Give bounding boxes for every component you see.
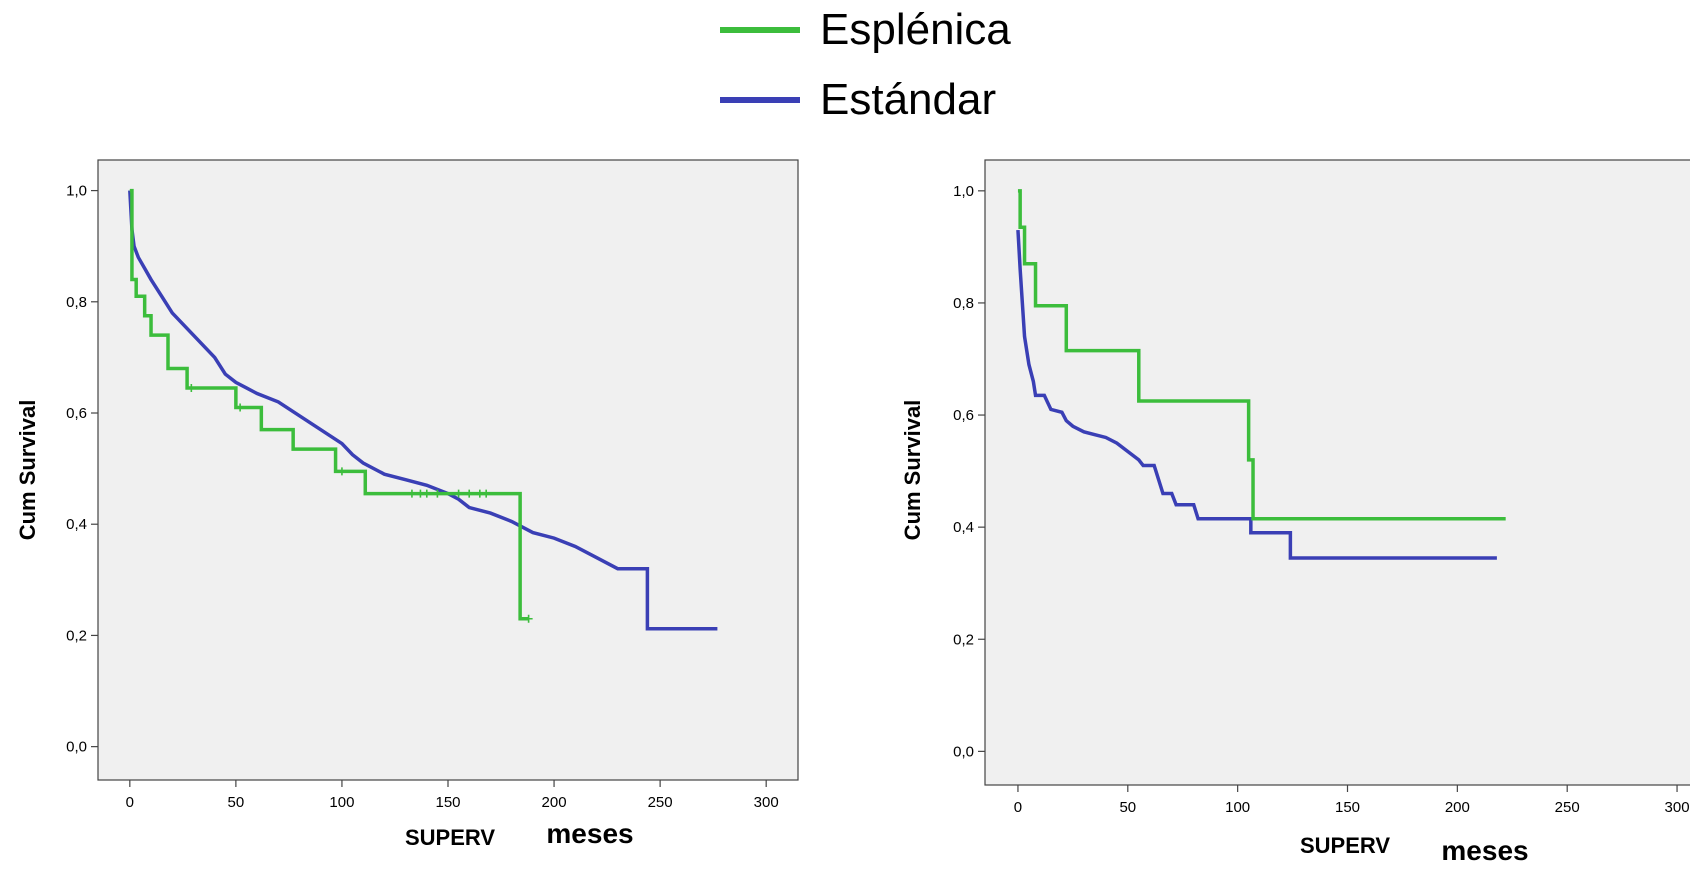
series-line-esplnica <box>129 188 529 621</box>
x-tick-label: 250 <box>1555 799 1580 816</box>
series-line-estndar <box>1016 229 1497 560</box>
y-tick-label: 0,0 <box>66 739 87 756</box>
x-tick-label: 0 <box>1014 799 1022 816</box>
censor-mark <box>187 383 196 392</box>
censor-mark <box>422 489 431 498</box>
y-tick-label: 0,4 <box>66 516 87 533</box>
y-tick-label: 1,0 <box>66 183 87 200</box>
censor-mark <box>465 489 474 498</box>
y-tick-label: 0,6 <box>953 407 974 424</box>
y-tick-label: 0,2 <box>66 627 87 644</box>
y-tick-label: 0,4 <box>953 519 974 536</box>
y-tick-label: 0,2 <box>953 631 974 648</box>
x-axis-unit: meses <box>546 818 633 849</box>
censor-mark <box>482 489 491 498</box>
legend-item-estandar: Estándar <box>720 70 996 130</box>
x-tick-label: 50 <box>228 794 245 811</box>
censor-mark <box>454 489 463 498</box>
x-axis-unit: meses <box>1441 835 1528 866</box>
y-tick-label: 0,6 <box>66 405 87 422</box>
x-tick-label: 50 <box>1119 799 1136 816</box>
censor-mark <box>236 403 245 412</box>
x-tick-label: 0 <box>126 794 134 811</box>
x-tick-label: 300 <box>754 794 779 811</box>
chart-2: 0,0 0,2 0,4 0,6 0,8 1,0 0 50 100 150 200 250 300 Cum … <box>900 159 1690 866</box>
legend-swatch-estandar <box>720 97 800 103</box>
y-tick-label: 0,8 <box>953 295 974 312</box>
y-axis-label: Cum Survival <box>15 400 40 541</box>
chart-1: 0,0 0,2 0,4 0,6 0,8 1,0 0 50 100 150 200 250 300 Cum … <box>15 159 799 850</box>
x-tick-label: 200 <box>1445 799 1470 816</box>
censor-mark <box>524 614 533 623</box>
x-axis-label: SUPERV <box>405 825 495 850</box>
legend-swatch-esplenica <box>720 27 800 33</box>
censor-mark <box>433 489 442 498</box>
legend-label-esplenica: Esplénica <box>820 5 1011 54</box>
x-axis-label: SUPERV <box>1300 833 1390 858</box>
x-tick-label: 100 <box>1225 799 1250 816</box>
legend: Esplénica Estándar <box>720 0 1140 140</box>
plot-area <box>984 159 1690 786</box>
y-tick-label: 0,0 <box>953 743 974 760</box>
x-tick-label: 150 <box>435 794 460 811</box>
series-line-esplnica <box>1017 189 1506 521</box>
censor-mark <box>337 467 346 476</box>
x-tick-label: 300 <box>1665 799 1690 816</box>
censor-mark <box>407 489 416 498</box>
y-axis-label: Cum Survival <box>900 400 925 541</box>
x-tick-label: 100 <box>329 794 354 811</box>
series-line-estndar <box>128 190 718 631</box>
x-tick-label: 150 <box>1335 799 1360 816</box>
y-tick-label: 1,0 <box>953 183 974 200</box>
plot-area <box>97 159 799 781</box>
legend-label-estandar: Estándar <box>820 75 997 124</box>
x-tick-label: 250 <box>648 794 673 811</box>
legend-item-esplenica: Esplénica <box>720 0 1011 60</box>
y-tick-label: 0,8 <box>66 294 87 311</box>
x-tick-label: 200 <box>542 794 567 811</box>
